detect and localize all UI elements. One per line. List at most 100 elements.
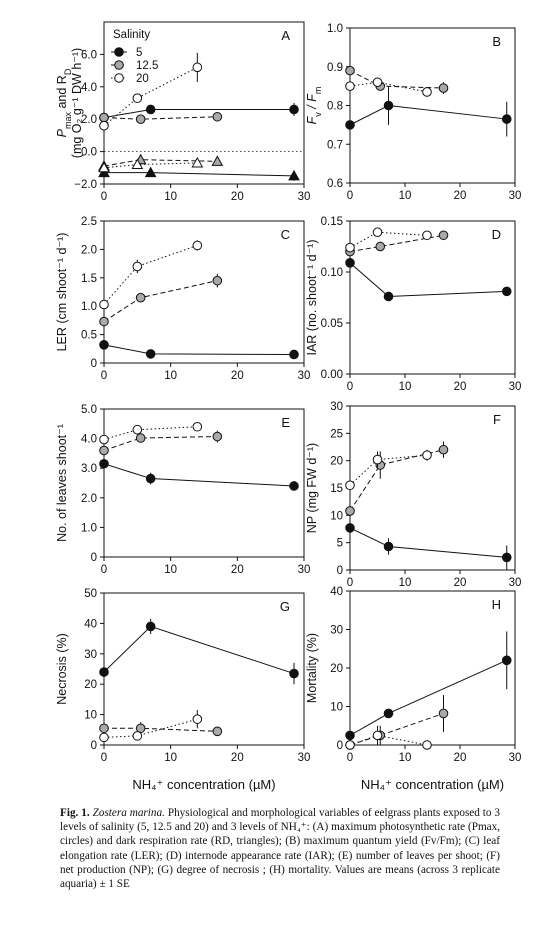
panel-d: 0.00 0.05 0.10 0.15 0 10 20 30 D IAR (no. shoot⁻¹…	[305, 216, 521, 393]
legend: Salinity 512.520	[111, 29, 158, 85]
series-d-0-point-1	[383, 291, 394, 302]
series-c-1-point-2	[212, 275, 223, 286]
y-tick-label-e-2: 2.0	[81, 493, 97, 505]
series-g-1-point-2	[212, 726, 223, 737]
y-tick-label-f-6: 30	[330, 401, 343, 413]
panel-label-a: A	[281, 28, 290, 43]
series-a-1-point-1	[135, 114, 146, 124]
y-tick-label-f-0: 0	[337, 565, 343, 577]
series-e-0-point-2	[289, 481, 299, 491]
x-tick-label-c-1: 10	[164, 370, 177, 382]
series-h-1-line	[349, 712, 444, 746]
caption-head: Fig. 1.	[60, 807, 90, 819]
panel-a: −2.0 0.0 2.0 4.0 6.0 0 10 20 30 A Pmax and RD(mg O…	[55, 21, 310, 203]
figure-8-panel-chart: −2.0 0.0 2.0 4.0 6.0 0 10 20 30 A Pmax and RD(mg O…	[55, 21, 522, 792]
panel-e-frame	[103, 408, 305, 558]
x-tick-label-f-0: 0	[347, 577, 353, 589]
series-a-1-line	[103, 116, 218, 120]
series-b-0-line	[349, 104, 507, 126]
x-tick-label-d-2: 20	[454, 381, 467, 393]
x-tick-label-b-1: 10	[399, 190, 412, 202]
x-tick-label-g-1: 10	[164, 752, 177, 764]
panel-label-c: C	[281, 227, 290, 242]
series-d-2-point-1	[372, 227, 383, 238]
series-h-2-point-0	[345, 740, 355, 750]
panel-c-frame	[103, 220, 305, 364]
series-g-0-point-0	[99, 667, 109, 677]
caption-species: Zostera marina.	[92, 807, 165, 819]
series-e-0-point-0	[99, 458, 109, 469]
y-tick-label-f-3: 15	[330, 483, 343, 495]
y-tick-label-a-0: −2.0	[74, 179, 97, 191]
y-tick-label-g-0: 0	[91, 740, 97, 752]
x-tick-label-f-2: 20	[454, 577, 467, 589]
series-f-2-point-2	[422, 450, 432, 461]
series-e-2-point-0	[99, 434, 109, 445]
series-c-0-point-2	[289, 349, 299, 360]
series-h-0-point-1	[383, 708, 394, 719]
y-axis-label-d: IAR (no. shoot⁻¹ d⁻¹)	[305, 239, 319, 355]
y-axis-label-e: No. of leaves shoot⁻¹	[55, 424, 69, 542]
y-tick-label-h-1: 10	[330, 702, 343, 714]
x-tick-label-b-3: 30	[509, 190, 522, 202]
panel-label-g: G	[280, 599, 290, 614]
series-h-2-line	[349, 734, 428, 746]
y-tick-label-a-3: 4.0	[81, 82, 97, 94]
panel-label-d: D	[492, 227, 501, 242]
series-d-0-point-0	[345, 258, 355, 268]
series-g-2-line	[103, 718, 198, 738]
y-tick-label-e-4: 4.0	[81, 434, 97, 446]
series-e-1-point-2	[212, 431, 223, 442]
panel-label-b: B	[492, 34, 501, 49]
series-e-0-line	[103, 463, 295, 487]
x-tick-label-c-3: 30	[298, 370, 311, 382]
y-axis-label-g: Necrosis (%)	[55, 633, 69, 705]
y-tick-label-e-3: 3.0	[81, 463, 97, 475]
series-e-2-point-1	[132, 424, 143, 435]
series-a-3-line	[104, 172, 295, 177]
series-e-0-point-1	[145, 473, 156, 484]
y-tick-label-e-0: 0	[91, 552, 97, 564]
series-f-1-point-2	[438, 444, 449, 455]
y-tick-label-d-2: 0.10	[321, 267, 343, 279]
panel-g-frame	[103, 592, 305, 746]
series-f-1-point-0	[345, 506, 355, 516]
legend-title: Salinity	[113, 29, 150, 41]
series-a-5-point-2	[191, 156, 204, 168]
x-tick-label-g-0: 0	[101, 752, 107, 764]
legend-marker-2	[114, 73, 124, 83]
series-f-0-point-0	[345, 523, 355, 533]
x-tick-label-e-3: 30	[298, 564, 311, 576]
series-c-0-line	[103, 344, 295, 355]
y-tick-label-d-0: 0.00	[321, 369, 343, 381]
series-a-3-point-1	[144, 166, 157, 178]
series-f-0-point-1	[383, 541, 394, 552]
series-c-2-point-0	[99, 299, 109, 310]
series-b-1-point-2	[438, 83, 449, 93]
series-e-1-point-0	[99, 445, 109, 456]
legend-item-1: 12.5	[136, 60, 158, 72]
y-tick-label-f-5: 25	[330, 428, 343, 440]
y-axis-label-f: NP (mg FW d⁻¹)	[305, 443, 319, 533]
y-axis-label-a: Pmax and RD(mg O₂ g⁻¹ DW h⁻¹)	[55, 48, 84, 158]
series-f-0-point-2	[501, 552, 512, 563]
x-tick-label-h-3: 30	[509, 752, 522, 764]
series-a-3-point-2	[288, 169, 300, 181]
y-tick-label-a-1: 0.0	[81, 147, 97, 159]
series-h-2-point-1	[372, 730, 383, 741]
series-d-2-point-2	[422, 230, 432, 241]
y-tick-label-h-4: 40	[330, 586, 343, 598]
series-a-5-point-0	[98, 161, 110, 173]
panel-f-frame	[349, 405, 516, 571]
panel-b-frame	[349, 27, 516, 184]
x-axis-label-h: NH₄⁺ concentration (µM)	[361, 777, 504, 792]
panel-label-h: H	[492, 597, 501, 612]
series-f-2-point-1	[372, 454, 383, 465]
series-d-1-point-1	[375, 241, 386, 252]
series-d-1-point-2	[438, 230, 449, 241]
y-tick-label-b-2: 0.8	[327, 101, 343, 113]
y-axis-label-b: Fv / Fm	[305, 87, 323, 125]
panel-label-f: F	[493, 412, 501, 427]
series-b-2-point-2	[422, 87, 432, 97]
y-axis-label-h: Mortality (%)	[305, 633, 319, 703]
